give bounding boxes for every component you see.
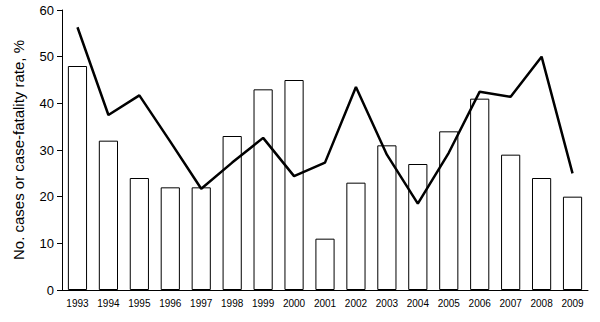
svg-text:30: 30: [40, 143, 54, 158]
svg-text:1997: 1997: [190, 298, 213, 309]
svg-text:1996: 1996: [159, 298, 182, 309]
svg-text:2001: 2001: [314, 298, 337, 309]
svg-text:1994: 1994: [97, 298, 120, 309]
svg-text:No. cases or case-fatality rat: No. cases or case-fatality rate, %: [10, 40, 27, 260]
svg-text:1998: 1998: [221, 298, 244, 309]
svg-text:10: 10: [40, 236, 54, 251]
svg-text:2009: 2009: [561, 298, 584, 309]
svg-text:2000: 2000: [283, 298, 306, 309]
svg-text:0: 0: [47, 283, 54, 298]
svg-text:2004: 2004: [407, 298, 430, 309]
svg-text:2003: 2003: [376, 298, 399, 309]
svg-text:40: 40: [40, 96, 54, 111]
svg-text:50: 50: [40, 49, 54, 64]
svg-text:2006: 2006: [469, 298, 492, 309]
svg-text:1999: 1999: [252, 298, 275, 309]
svg-text:1993: 1993: [66, 298, 89, 309]
svg-text:2002: 2002: [345, 298, 368, 309]
svg-text:2007: 2007: [500, 298, 523, 309]
svg-text:2008: 2008: [530, 298, 553, 309]
svg-text:60: 60: [40, 3, 54, 18]
svg-text:2005: 2005: [438, 298, 461, 309]
svg-text:1995: 1995: [128, 298, 151, 309]
svg-text:20: 20: [40, 189, 54, 204]
